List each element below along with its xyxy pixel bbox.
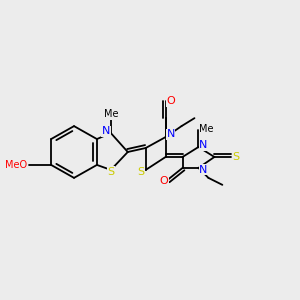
Text: S: S	[137, 167, 144, 177]
Text: S: S	[233, 152, 240, 162]
Text: N: N	[199, 165, 208, 175]
Text: MeO: MeO	[5, 160, 27, 170]
Text: Me: Me	[199, 124, 214, 134]
Text: N: N	[167, 129, 175, 139]
Text: O: O	[159, 176, 168, 186]
Text: N: N	[102, 126, 110, 136]
Text: S: S	[107, 167, 114, 177]
Text: O: O	[166, 96, 175, 106]
Text: N: N	[199, 140, 208, 150]
Text: Me: Me	[103, 109, 118, 119]
